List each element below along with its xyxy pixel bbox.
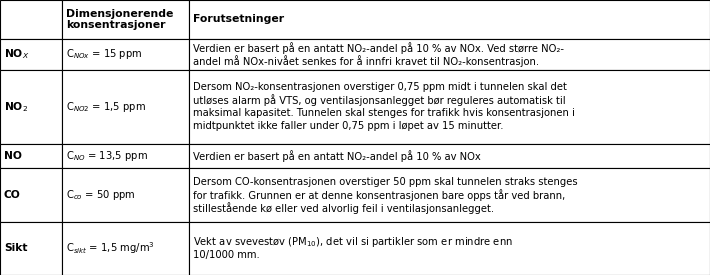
Text: C$_{co}$ = 50 ppm: C$_{co}$ = 50 ppm: [67, 188, 136, 202]
Text: NO: NO: [4, 151, 22, 161]
Text: Forutsetninger: Forutsetninger: [193, 15, 284, 24]
Bar: [0, 168, 62, 222]
Text: Sikt: Sikt: [4, 243, 28, 253]
Bar: [0, 222, 62, 275]
Bar: [189, 144, 710, 168]
Text: 10/1000 mm.: 10/1000 mm.: [193, 250, 260, 260]
Text: CO: CO: [4, 190, 21, 200]
Text: Dersom CO-konsentrasjonen overstiger 50 ppm skal tunnelen straks stenges: Dersom CO-konsentrasjonen overstiger 50 …: [193, 177, 577, 187]
Text: NO$_X$: NO$_X$: [4, 48, 29, 61]
Bar: [189, 39, 710, 70]
Text: C$_{NO2}$ = 1,5 ppm: C$_{NO2}$ = 1,5 ppm: [67, 100, 146, 114]
Text: midtpunktet ikke faller under 0,75 ppm i løpet av 15 minutter.: midtpunktet ikke faller under 0,75 ppm i…: [193, 121, 503, 131]
Bar: [0, 39, 62, 70]
Text: NO$_2$: NO$_2$: [4, 100, 28, 114]
Text: andel må NOx-nivået senkes for å innfri kravet til NO₂-konsentrasjon.: andel må NOx-nivået senkes for å innfri …: [193, 55, 539, 67]
Text: Verdien er basert på en antatt NO₂-andel på 10 % av NOx: Verdien er basert på en antatt NO₂-andel…: [193, 150, 481, 162]
Bar: [189, 222, 710, 275]
Text: Verdien er basert på en antatt NO₂-andel på 10 % av NOx. Ved større NO₂-: Verdien er basert på en antatt NO₂-andel…: [193, 42, 564, 54]
Bar: [62, 39, 189, 70]
Text: Dimensjonerende
konsentrasjoner: Dimensjonerende konsentrasjoner: [67, 9, 174, 30]
Text: stillestående kø eller ved alvorlig feil i ventilasjonsanlegget.: stillestående kø eller ved alvorlig feil…: [193, 202, 494, 214]
Text: maksimal kapasitet. Tunnelen skal stenges for trafikk hvis konsentrasjonen i: maksimal kapasitet. Tunnelen skal stenge…: [193, 108, 574, 118]
Bar: [62, 144, 189, 168]
Bar: [0, 70, 62, 144]
Bar: [189, 0, 710, 39]
Text: C$_{NO}$ = 13,5 ppm: C$_{NO}$ = 13,5 ppm: [67, 149, 148, 163]
Bar: [189, 168, 710, 222]
Text: utløses alarm på VTS, og ventilasjonsanlegget bør reguleres automatisk til: utløses alarm på VTS, og ventilasjonsanl…: [193, 94, 565, 106]
Text: Vekt av svevestøv (PM$_{10}$), det vil si partikler som er mindre enn: Vekt av svevestøv (PM$_{10}$), det vil s…: [193, 235, 513, 249]
Bar: [62, 168, 189, 222]
Text: C$_{NOx}$ = 15 ppm: C$_{NOx}$ = 15 ppm: [67, 47, 143, 61]
Bar: [0, 144, 62, 168]
Text: Dersom NO₂-konsentrasjonen overstiger 0,75 ppm midt i tunnelen skal det: Dersom NO₂-konsentrasjonen overstiger 0,…: [193, 82, 567, 92]
Bar: [189, 70, 710, 144]
Text: for trafikk. Grunnen er at denne konsentrasjonen bare opps tår ved brann,: for trafikk. Grunnen er at denne konsent…: [193, 189, 565, 201]
Text: C$_{sikt}$ = 1,5 mg/m$^3$: C$_{sikt}$ = 1,5 mg/m$^3$: [67, 240, 155, 256]
Bar: [62, 222, 189, 275]
Bar: [62, 70, 189, 144]
Bar: [0, 0, 62, 39]
Bar: [62, 0, 189, 39]
